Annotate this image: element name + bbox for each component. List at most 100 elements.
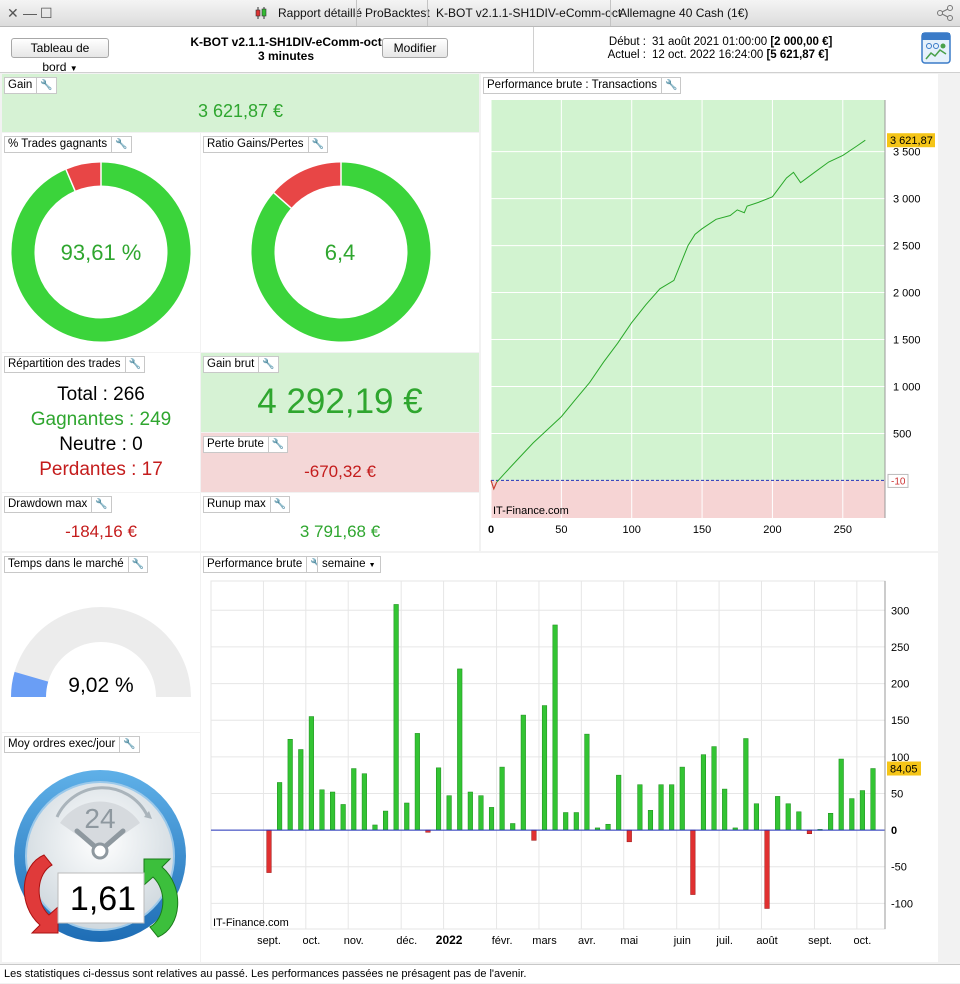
weekly-bar [796,811,802,831]
weekly-bar [298,749,304,831]
wrench-icon[interactable]: 🔧 [306,557,323,572]
weekly-bar [743,738,749,831]
wrench-icon[interactable]: 🔧 [661,78,677,93]
losing-trades-slice [66,162,102,191]
winning-trades: Gagnantes : 249 [30,409,172,430]
wrench-icon[interactable]: 🔧 [36,78,53,93]
winning-trades-slice [11,162,191,342]
tab-strategy[interactable]: K-BOT v2.1.1-SH1DIV-eComm-oct [427,0,629,26]
last-value-label: 3 621,87 [890,135,933,147]
performance-weekly-title: Performance brute🔧 [203,556,327,573]
weekly-bar [584,733,590,831]
window-title-bar: ✕ — ☐ Rapport détaillé ProBacktest K-BOT… [0,0,960,27]
time-in-market-title-text: Temps dans le marché [8,558,124,570]
last-value-badge [887,133,935,148]
wrench-icon[interactable]: 🔧 [124,357,141,372]
tab-detailed-report[interactable]: Rapport détaillé [278,6,363,20]
weekly-bar [467,791,473,831]
weekly-bar [404,802,410,831]
weekly-bar [828,812,834,831]
gain-panel: Gain 🔧 3 621,87 € [2,74,479,132]
weekly-bar [351,768,357,831]
gross-gain-panel: Gain brut 🔧 4 292,19 € [201,353,479,432]
y-tick-label: 200 [891,679,909,691]
equity-curve-chart[interactable]: 500 1 000 1 500 2 000 2 500 3 000 3 500 0 50 100 1… [481,98,938,551]
current-capital: [5 621,87 €] [766,49,829,61]
chart-watermark: IT-Finance.com [213,917,289,929]
x-tick-label: 2022 [436,933,463,947]
share-icon[interactable] [936,4,954,25]
dashboard-dropdown[interactable]: Tableau de bord ▼ [11,38,109,74]
weekly-bar [361,773,367,831]
y-tick-label: 0 [891,825,897,837]
y-tick-label: 1 500 [893,335,921,347]
candlestick-icon [254,6,268,20]
trade-distribution-title: Répartition des trades 🔧 [4,356,145,373]
x-tick-label: 0 [488,524,494,536]
weekly-bar [637,784,643,831]
wrench-icon[interactable]: 🔧 [267,437,284,452]
x-tick-label: mai [620,935,638,947]
performance-weekly-title-text: Performance brute [207,558,303,570]
weekly-bar [372,824,378,831]
tab-probacktest[interactable]: ProBacktest [356,0,438,26]
orders-per-day-value: 1,61 [69,880,137,918]
y-tick-label: 300 [891,605,909,617]
modify-button[interactable]: Modifier [382,38,448,58]
time-in-market-title: Temps dans le marché 🔧 [4,556,149,573]
y-tick-label: 3 000 [893,194,921,206]
weekly-bar [414,733,420,831]
y-tick-label: 250 [891,642,909,654]
weekly-bar [838,758,844,831]
weekly-bar [626,829,632,843]
period-dropdown[interactable]: semaine ▼ [317,556,381,573]
trade-distribution-panel: Répartition des trades 🔧 Total : 266 Gagn… [2,353,200,492]
gross-gain-value: 4 292,19 € [257,382,423,421]
wrench-icon[interactable]: 🔧 [127,557,144,572]
gains-slice [251,162,431,342]
trade-distribution-list: Total : 266 Gagnantes : 249 Neutre : 0 P… [2,382,200,482]
profit-zone [491,100,885,481]
weekly-bar [690,829,696,895]
win-rate-donut [11,162,191,342]
weekly-bar [785,803,791,831]
maximize-icon[interactable]: ☐ [40,5,53,21]
x-tick-label: août [756,935,777,947]
tab-instrument[interactable]: Allemagne 40 Cash (1€) [610,0,756,26]
wrench-icon[interactable]: 🔧 [307,137,324,152]
weekly-bar [383,810,389,831]
dates-labels: Début : Actuel : [604,36,646,62]
orders-per-day-title-text: Moy ordres exec/jour [8,738,116,750]
gain-title-text: Gain [8,79,33,91]
start-label: Début : [608,36,646,48]
close-icon[interactable]: ✕ [7,5,19,21]
gauge-fill [11,671,49,697]
weekly-bar [605,823,611,831]
donut-separator [65,169,76,192]
wrench-icon[interactable]: 🔧 [111,137,128,152]
wrench-icon[interactable]: 🔧 [269,497,286,512]
wrench-icon[interactable]: 🔧 [258,357,275,372]
report-icon[interactable] [921,32,951,64]
weekly-bar [457,668,463,831]
dates-values: 31 août 2021 01:00:00 [2 000,00 €] 12 oc… [652,36,832,62]
current-label: Actuel : [607,49,646,61]
strategy-timeframe: 3 minutes [257,49,314,63]
neutral-trades: Neutre : 0 [59,434,143,455]
minimize-icon[interactable]: — [23,5,37,21]
y-tick-label: 500 [893,428,911,440]
wrench-icon[interactable]: 🔧 [91,497,108,512]
wrench-icon[interactable]: 🔧 [119,737,136,752]
time-in-market-panel: Temps dans le marché 🔧 9,02 % [2,553,200,732]
weekly-bar [435,767,442,831]
runup-title-text: Runup max [207,498,266,510]
win-rate-panel: % Trades gagnants 🔧 93,61 % [2,133,200,352]
weekly-performance-chart[interactable]: -100 -50 0 50 100 150 200 250 300 sept. oct. nov. dé… [201,577,938,962]
weekly-bar [679,766,685,831]
weekly-bar [319,789,325,831]
performance-transactions-panel: Performance brute : Transactions 🔧 500 1 0… [481,74,938,551]
weekly-bar [531,829,537,841]
equity-line-negative [490,480,498,491]
current-date: 12 oct. 2022 16:24:00 [652,49,764,61]
weekly-bar [541,705,548,831]
